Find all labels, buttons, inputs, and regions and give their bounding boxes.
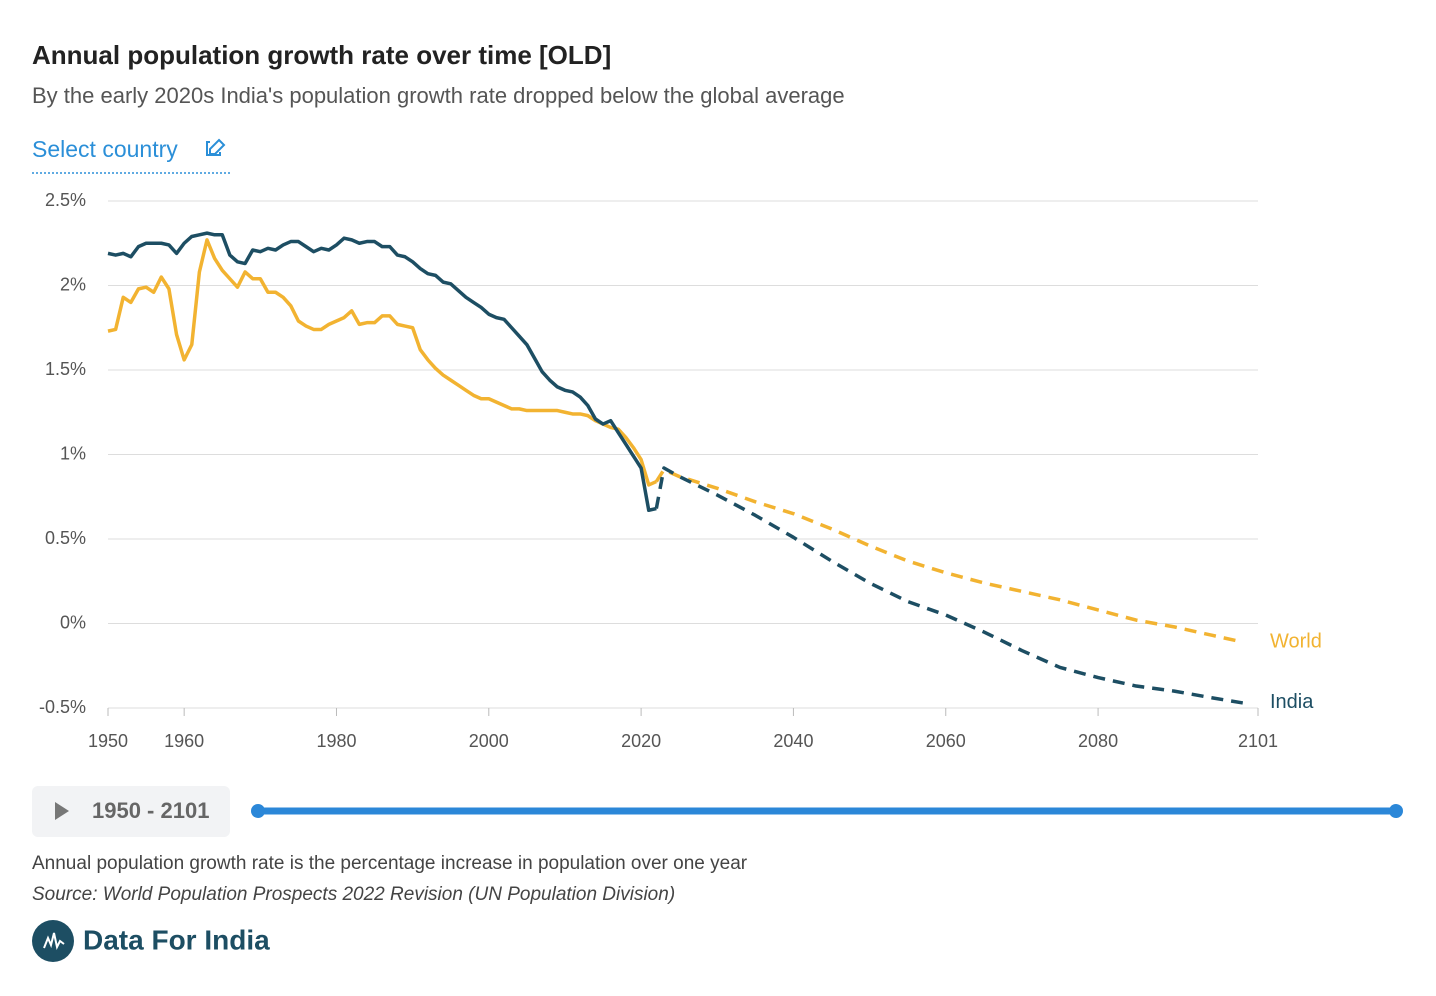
chart-title: Annual population growth rate over time … xyxy=(32,40,611,70)
y-tick-label: 1.5% xyxy=(45,359,86,379)
y-tick-label: 2% xyxy=(60,274,86,294)
projected-line xyxy=(654,466,1244,705)
x-tick-label: 2101 xyxy=(1238,731,1278,751)
y-tick-label: 2.5% xyxy=(45,190,86,210)
range-label[interactable]: 1950 - 2101 xyxy=(92,798,209,823)
y-tick-label: -0.5% xyxy=(39,697,86,717)
select-country[interactable]: Select country xyxy=(32,136,230,174)
brand-logo-mark xyxy=(43,932,65,950)
edit-icon[interactable] xyxy=(206,138,226,156)
x-tick-label: 2000 xyxy=(469,731,509,751)
series-label: India xyxy=(1270,691,1314,713)
x-tick-label: 1950 xyxy=(88,731,128,751)
slider-handle[interactable] xyxy=(251,804,265,818)
play-button[interactable] xyxy=(32,786,230,837)
footer-note: Annual population growth rate is the per… xyxy=(32,853,748,874)
brand-name: Data For India xyxy=(83,924,270,955)
select-country-label[interactable]: Select country xyxy=(32,136,178,162)
footer-source: Source: World Population Prospects 2022 … xyxy=(32,884,675,905)
y-tick-label: 1% xyxy=(60,443,86,463)
y-tick-label: 0.5% xyxy=(45,528,86,548)
slider-handle[interactable] xyxy=(1389,804,1403,818)
chart-subtitle: By the early 2020s India's population gr… xyxy=(32,83,845,108)
x-tick-label: 2080 xyxy=(1078,731,1118,751)
x-tick-label: 1960 xyxy=(164,731,204,751)
plot: 2.5% 2% 1.5% 1% 0.5% 0% -0.5%1950 1960 1980 2000 2… xyxy=(39,190,1322,751)
projected-line xyxy=(654,467,1244,644)
line xyxy=(107,231,657,513)
x-tick-label: 1980 xyxy=(316,731,356,751)
x-tick-label: 2020 xyxy=(621,731,661,751)
series-label: World xyxy=(1270,630,1322,652)
x-tick-label: 2040 xyxy=(773,731,813,751)
line xyxy=(107,238,658,487)
y-tick-label: 0% xyxy=(60,612,86,632)
x-tick-label: 2060 xyxy=(926,731,966,751)
play-icon[interactable] xyxy=(55,802,69,820)
